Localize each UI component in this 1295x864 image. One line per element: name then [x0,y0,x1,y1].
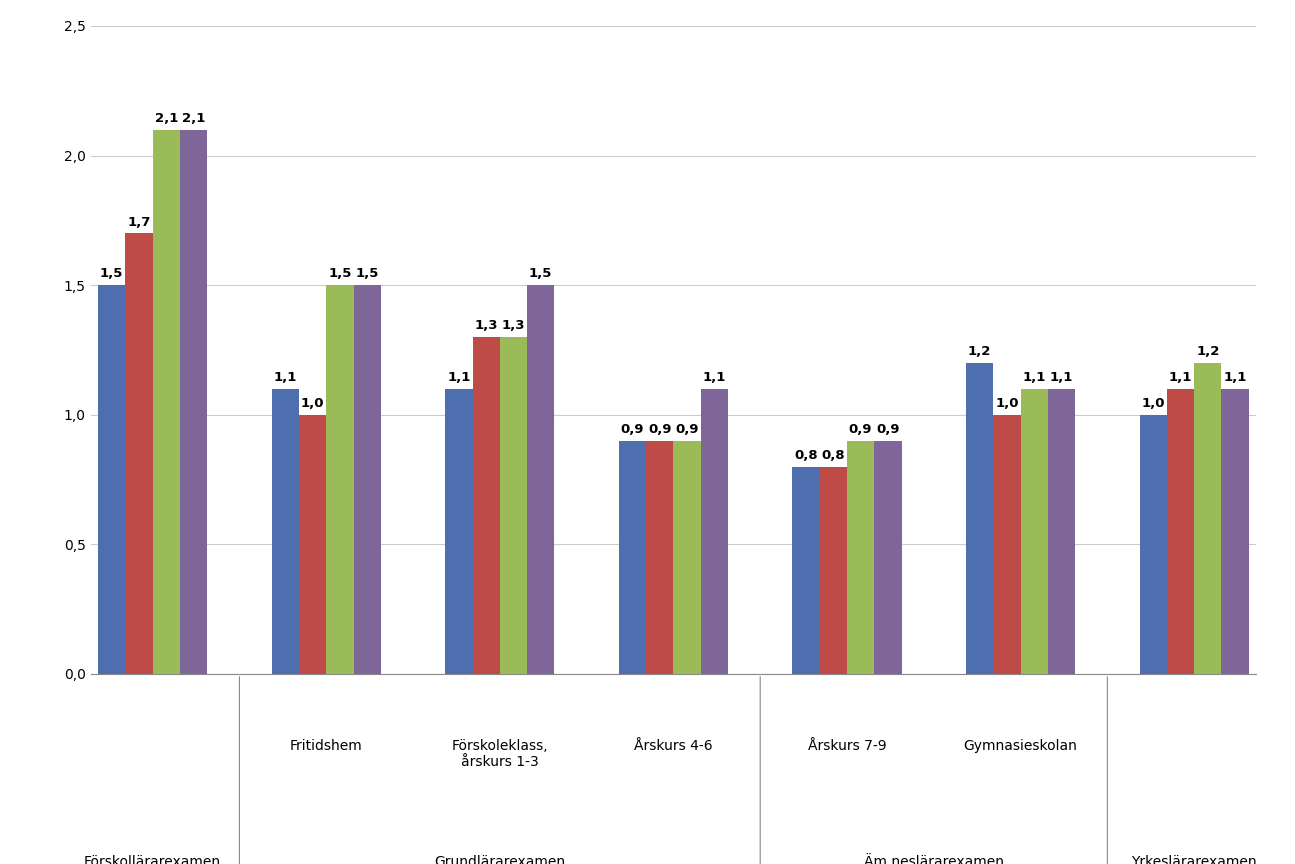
Text: 1,5: 1,5 [100,268,123,281]
Text: 1,1: 1,1 [1224,372,1247,384]
Text: Årskurs 7-9: Årskurs 7-9 [808,739,886,753]
Bar [180,130,207,674]
Text: Gymnasieskolan: Gymnasieskolan [963,739,1077,753]
Text: Yrkeslärarexamen: Yrkeslärarexamen [1132,855,1257,864]
Text: 0,8: 0,8 [794,449,818,462]
Bar [153,130,180,674]
Bar [354,285,381,674]
Bar [326,285,354,674]
Text: Fritidshem: Fritidshem [290,739,363,753]
Bar [993,415,1020,674]
Bar [793,467,820,674]
Text: 1,1: 1,1 [703,372,726,384]
Bar [500,337,527,674]
Text: Förskoleklass,
årskurs 1-3: Förskoleklass, årskurs 1-3 [452,739,548,769]
Bar [874,441,901,674]
Text: 0,9: 0,9 [648,423,672,436]
Bar [701,389,728,674]
Text: 0,9: 0,9 [850,423,873,436]
Text: 2,1: 2,1 [154,112,177,125]
Bar [1020,389,1048,674]
Bar [1048,389,1075,674]
Bar [619,441,646,674]
Text: Grundlärarexamen: Grundlärarexamen [434,855,566,864]
Bar [98,285,126,674]
Bar [1140,415,1167,674]
Text: 1,0: 1,0 [300,397,324,410]
Bar [847,441,874,674]
Bar [272,389,299,674]
Text: Förskollärarexamen: Förskollärarexamen [84,855,221,864]
Text: 0,9: 0,9 [877,423,900,436]
Text: 1,3: 1,3 [474,320,497,333]
Text: 1,2: 1,2 [967,346,992,359]
Text: 1,1: 1,1 [1050,372,1074,384]
Bar [1167,389,1194,674]
Text: 0,9: 0,9 [620,423,644,436]
Bar [445,389,473,674]
Text: 1,3: 1,3 [501,320,526,333]
Bar [126,233,153,674]
Text: Äm neslärarexamen: Äm neslärarexamen [864,855,1004,864]
Text: 0,9: 0,9 [675,423,699,436]
Text: 0,8: 0,8 [821,449,846,462]
Text: Årskurs 4-6: Årskurs 4-6 [635,739,712,753]
Text: 1,5: 1,5 [328,268,351,281]
Text: 2,1: 2,1 [181,112,205,125]
Bar [299,415,326,674]
Bar [473,337,500,674]
Bar [673,441,701,674]
Text: 1,0: 1,0 [1141,397,1166,410]
Bar [527,285,554,674]
Text: 1,1: 1,1 [447,372,470,384]
Bar [966,363,993,674]
Bar [820,467,847,674]
Text: 1,5: 1,5 [530,268,553,281]
Text: 1,1: 1,1 [273,372,297,384]
Text: 1,5: 1,5 [355,268,379,281]
Text: 1,0: 1,0 [995,397,1019,410]
Text: 1,2: 1,2 [1197,346,1220,359]
Bar [646,441,673,674]
Text: 1,1: 1,1 [1169,372,1193,384]
Bar [1221,389,1248,674]
Text: 1,1: 1,1 [1023,372,1046,384]
Bar [1194,363,1221,674]
Text: 1,7: 1,7 [127,216,150,229]
